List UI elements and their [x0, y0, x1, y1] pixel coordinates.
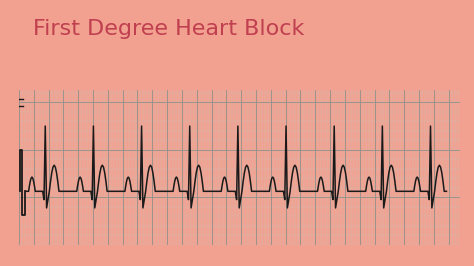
Text: First Degree Heart Block: First Degree Heart Block: [33, 19, 305, 39]
